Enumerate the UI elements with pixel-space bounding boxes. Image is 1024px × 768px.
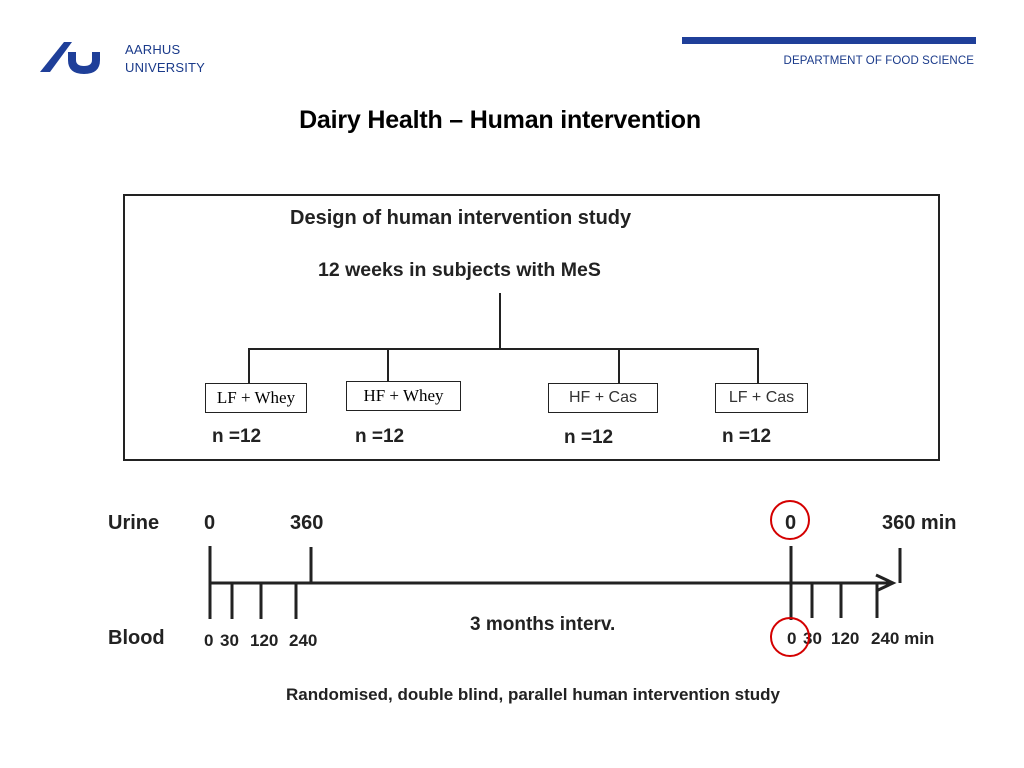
urine-time-end-360: 360 min (882, 512, 957, 534)
arm-n-hf-whey: n =12 (355, 426, 405, 447)
blood-label: Blood (108, 627, 165, 649)
slide-title: Dairy Health – Human intervention (299, 106, 701, 134)
tree-branch-3 (618, 348, 620, 383)
blood-time-end-120: 120 (831, 629, 860, 648)
arm-n-lf-cas: n =12 (722, 426, 772, 447)
tree-stem (499, 293, 501, 349)
blood-time-end-240min: 240 min (871, 629, 935, 648)
aarhus-university-logo-icon (40, 42, 100, 74)
department-name: DEPARTMENT OF FOOD SCIENCE (783, 55, 974, 67)
blood-time-start-0: 0 (204, 631, 214, 650)
tree-branch-4 (757, 348, 759, 383)
blood-time-start-120: 120 (250, 631, 279, 650)
interval-label: 3 months interv. (470, 614, 616, 635)
blood-time-start-240: 240 (289, 631, 318, 650)
university-name-line2: UNIVERSITY (125, 60, 206, 75)
arm-box-lf-whey: LF + Whey (205, 383, 307, 413)
university-name-line1: AARHUS (125, 42, 181, 57)
arm-box-hf-cas: HF + Cas (548, 383, 658, 413)
blood-time-start-30: 30 (220, 631, 239, 650)
arm-box-hf-whey: HF + Whey (346, 381, 461, 411)
highlight-circle-urine-0 (770, 500, 810, 540)
urine-time-start-360: 360 (290, 512, 324, 534)
timeline-arrowhead (875, 573, 897, 593)
study-design-figure (123, 194, 940, 461)
header-accent-bar (682, 37, 976, 44)
study-caption: Randomised, double blind, parallel human… (286, 685, 780, 704)
arm-box-lf-cas: LF + Cas (715, 383, 808, 413)
urine-time-start-0: 0 (204, 512, 216, 534)
arm-n-hf-cas: n =12 (564, 427, 614, 448)
highlight-circle-blood-0 (770, 617, 810, 657)
tree-branch-bar (248, 348, 759, 350)
tree-branch-2 (387, 348, 389, 382)
design-subheading: 12 weeks in subjects with MeS (318, 259, 601, 281)
tree-branch-1 (248, 348, 250, 383)
design-heading: Design of human intervention study (290, 207, 632, 229)
urine-label: Urine (108, 512, 160, 534)
arm-n-lf-whey: n =12 (212, 426, 262, 447)
